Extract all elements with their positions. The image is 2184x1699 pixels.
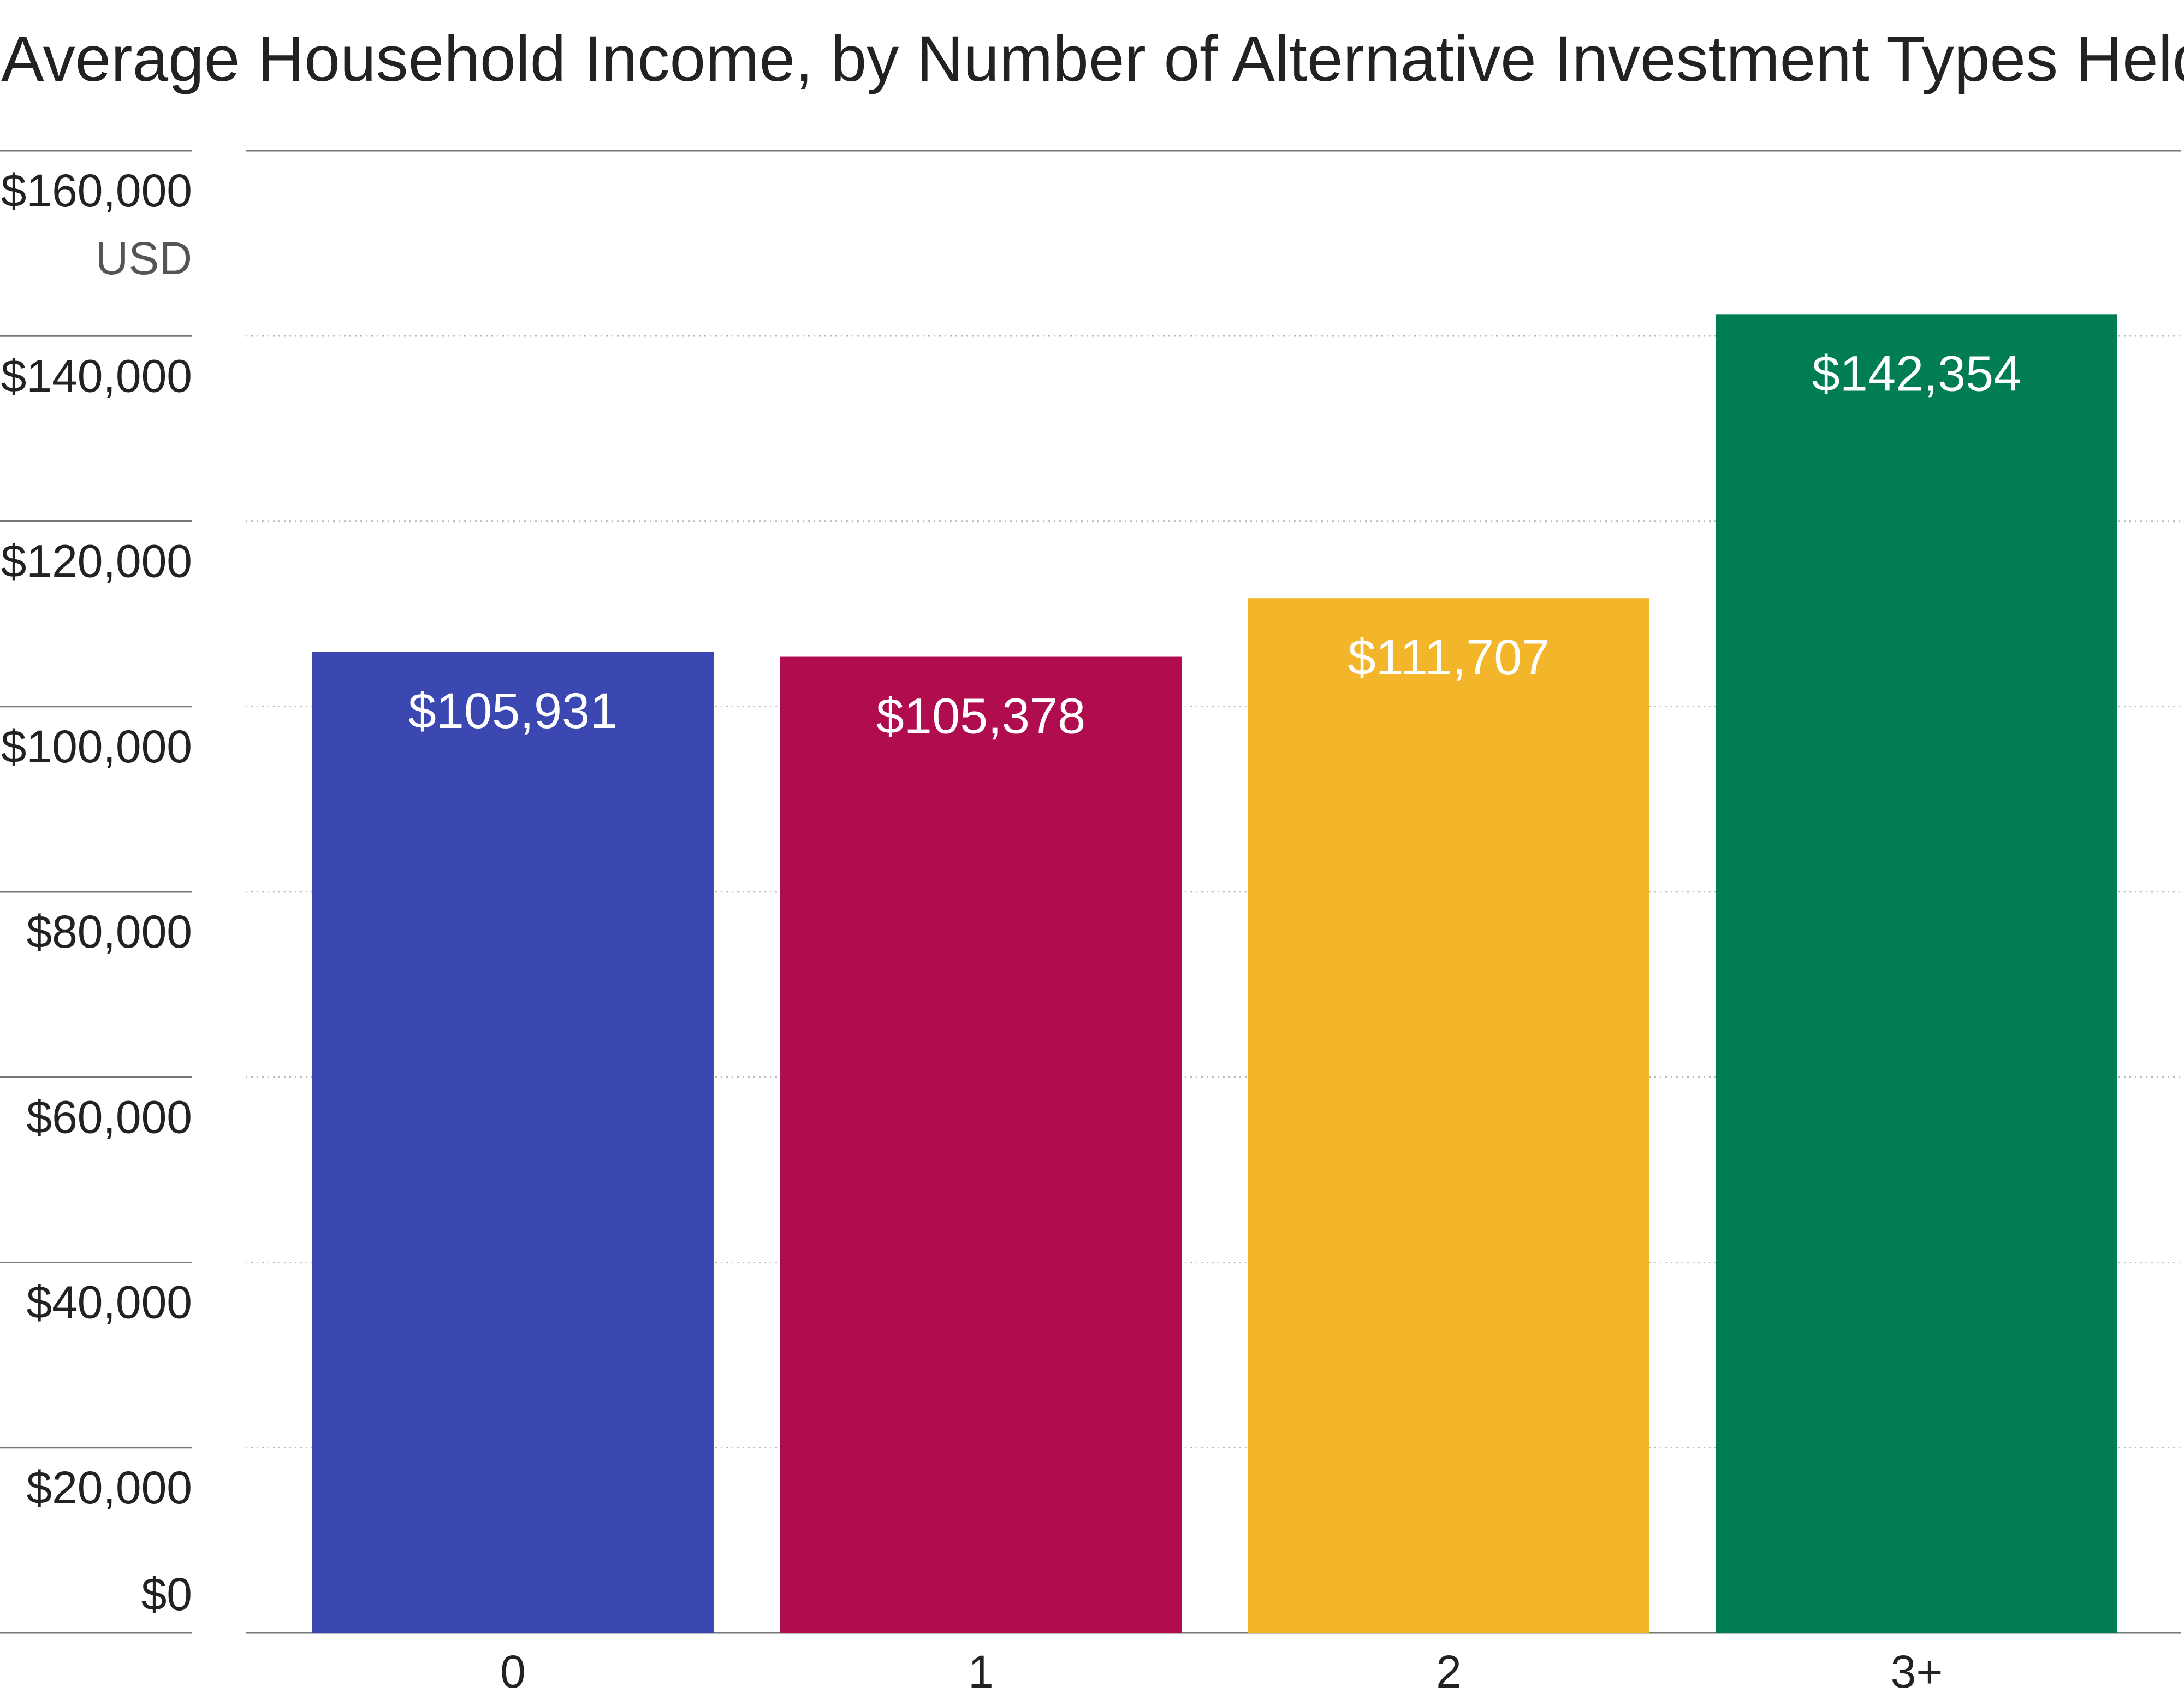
bar-value-label: $105,931 <box>408 683 618 739</box>
bar-0 <box>312 652 714 1633</box>
y-unit-label: USD <box>96 233 192 284</box>
bar-value-label: $142,354 <box>1812 346 2022 401</box>
y-tick-label: $80,000 <box>26 906 192 957</box>
y-tick-label: $40,000 <box>26 1277 192 1328</box>
bar-3plus <box>1716 314 2117 1633</box>
bar-1 <box>780 656 1182 1633</box>
x-category-label: 0 <box>500 1646 526 1697</box>
y-tick-label: $60,000 <box>26 1091 192 1142</box>
y-tick-label: $140,000 <box>1 350 192 401</box>
y-axis: $0 $20,000 $40,000 $60,000 $80,000 $100,000 $1… <box>0 150 192 1634</box>
x-category-label: 3+ <box>1891 1646 1943 1697</box>
y-tick-label: $160,000 <box>1 165 192 216</box>
y-tick-label: $100,000 <box>1 721 192 772</box>
bars: $105,931 $105,378 $111,707 $142,354 <box>312 314 2117 1633</box>
y-tick-label: $20,000 <box>26 1462 192 1513</box>
x-category-label: 1 <box>968 1646 994 1697</box>
y-tick-label: $120,000 <box>1 536 192 587</box>
chart-title: Average Household Income, by Number of A… <box>1 23 2184 95</box>
x-category-label: 2 <box>1436 1646 1462 1697</box>
y-tick-label: $0 <box>141 1568 192 1620</box>
x-axis: 0 1 2 3+ <box>500 1646 1943 1697</box>
bar-2 <box>1248 598 1649 1633</box>
bar-value-label: $105,378 <box>876 689 1086 744</box>
bar-value-label: $111,707 <box>1348 630 1550 685</box>
